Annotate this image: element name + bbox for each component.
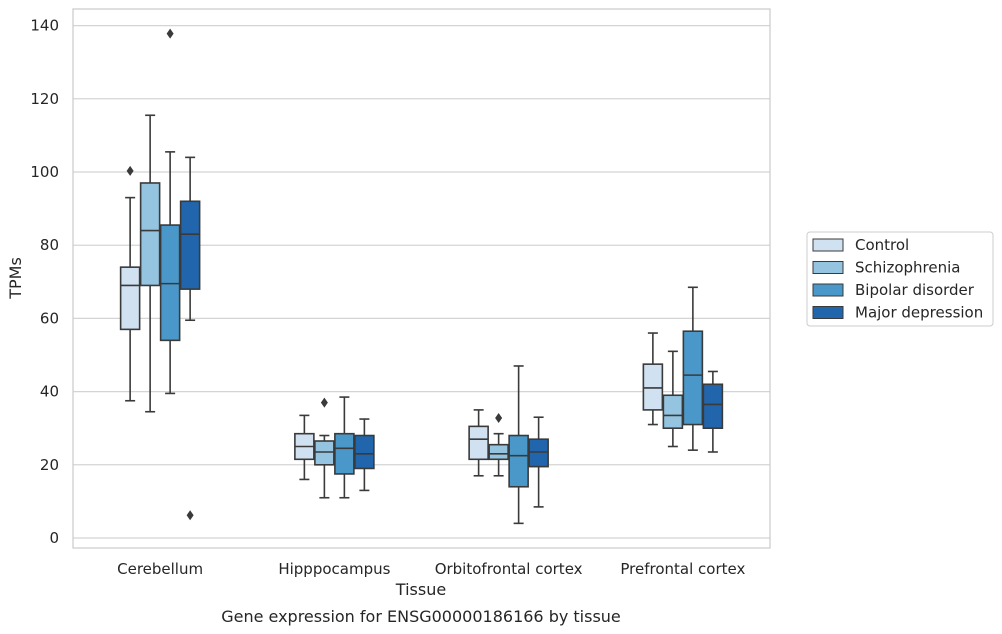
box-orbitofrontal-cortex-bipolar-disorder: [508, 365, 529, 525]
box-iqr: [642, 363, 664, 411]
legend-swatch-schizophrenia: [812, 261, 844, 274]
y-tick-label-20: 20: [40, 456, 59, 474]
legend-swatch-major-depression: [812, 306, 844, 319]
legend-label-schizophrenia: Schizophrenia: [855, 259, 960, 277]
box-orbitofrontal-cortex-major-depression: [528, 416, 549, 508]
legend-label-major-depression: Major depression: [855, 304, 983, 322]
x-tick-label-hipppocampus: Hipppocampus: [278, 560, 390, 578]
x-tick-label-prefrontal-cortex: Prefrontal cortex: [620, 560, 745, 578]
y-tick-label-60: 60: [40, 309, 59, 327]
box-iqr: [119, 266, 141, 331]
legend-label-control: Control: [855, 236, 909, 254]
legend: Control Schizophrenia Bipolar disorder Majo…: [806, 231, 994, 327]
outlier-point: [495, 412, 503, 423]
box-iqr: [662, 394, 684, 430]
outlier-point: [186, 510, 194, 521]
box-prefrontal-cortex-bipolar-disorder: [682, 286, 704, 451]
box-iqr: [314, 440, 335, 466]
legend-swatch-control: [812, 238, 844, 252]
box-hipppocampus-major-depression: [354, 418, 375, 492]
y-tick-label-40: 40: [40, 383, 59, 401]
y-tick-label-140: 140: [30, 17, 59, 35]
box-iqr: [468, 425, 489, 461]
y-tick-label-120: 120: [30, 90, 59, 108]
box-iqr: [508, 434, 529, 488]
legend-swatch-bipolar-disorder: [812, 283, 844, 297]
plot-frame: [72, 8, 771, 549]
box-prefrontal-cortex-major-depression: [702, 370, 724, 453]
chart-caption: Gene expression for ENSG00000186166 by t…: [221, 607, 621, 626]
box-cerebellum-bipolar-disorder: [159, 28, 181, 395]
x-tick-labels: Cerebellum Hipppocampus Orbitofrontal cort…: [117, 560, 745, 578]
box-iqr: [139, 182, 161, 287]
box-iqr: [702, 383, 724, 429]
box-iqr: [159, 224, 181, 342]
box-hipppocampus-bipolar-disorder: [334, 396, 355, 499]
box-prefrontal-cortex-control: [642, 332, 664, 426]
box-iqr: [488, 443, 509, 461]
x-axis-label: Tissue: [395, 580, 446, 599]
x-tick-label-orbitofrontal-cortex: Orbitofrontal cortex: [435, 560, 583, 578]
box-hipppocampus-control: [294, 414, 315, 481]
y-tick-label-0: 0: [49, 529, 59, 547]
legend-label-bipolar-disorder: Bipolar disorder: [855, 281, 975, 299]
legend-frame: [806, 231, 994, 327]
box-cerebellum-schizophrenia: [139, 114, 161, 413]
y-tick-label-100: 100: [30, 163, 59, 181]
box-cerebellum-major-depression: [179, 156, 201, 521]
y-tick-label-80: 80: [40, 236, 59, 254]
y-tick-labels: 0 20 40 60 80 100 120 140: [30, 17, 59, 547]
outlier-point: [126, 165, 134, 176]
box-cerebellum-control: [119, 165, 141, 402]
box-prefrontal-cortex-schizophrenia: [662, 350, 684, 448]
box-iqr: [354, 434, 375, 470]
box-orbitofrontal-cortex-control: [468, 409, 489, 477]
box-orbitofrontal-cortex-schizophrenia: [488, 412, 509, 477]
box-iqr: [179, 200, 201, 290]
box-hipppocampus-schizophrenia: [314, 397, 335, 499]
box-iqr: [334, 432, 355, 475]
outlier-point: [320, 397, 328, 408]
y-axis-label: TPMs: [6, 257, 25, 300]
box-plot-marks: [119, 28, 724, 525]
x-tick-label-cerebellum: Cerebellum: [117, 560, 203, 578]
box-iqr: [682, 330, 704, 426]
box-iqr: [528, 438, 549, 468]
outlier-point: [166, 28, 174, 39]
